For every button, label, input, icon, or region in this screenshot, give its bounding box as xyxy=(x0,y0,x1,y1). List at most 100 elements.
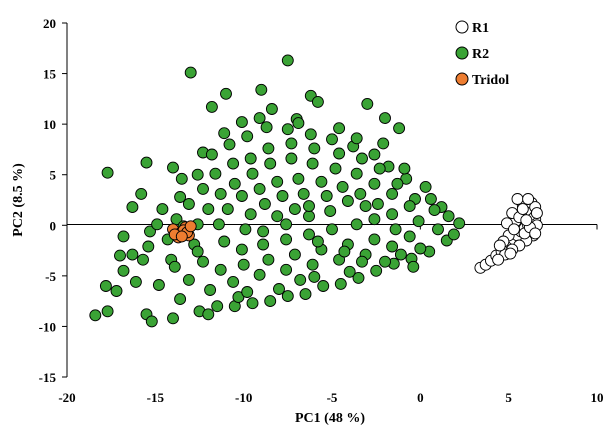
data-point-r2 xyxy=(117,230,130,243)
data-point-r2 xyxy=(220,87,232,100)
data-point-r2 xyxy=(144,225,156,238)
data-point-r2 xyxy=(303,228,315,241)
data-point-r2 xyxy=(280,263,293,276)
data-point-r2 xyxy=(356,152,368,165)
data-point-r2 xyxy=(324,205,337,218)
data-point-r2 xyxy=(264,157,277,170)
data-point-r2 xyxy=(379,112,391,125)
data-point-r2 xyxy=(326,223,338,236)
data-point-r2 xyxy=(227,275,240,288)
data-point-r1 xyxy=(511,193,524,205)
data-point-r2 xyxy=(253,268,266,281)
data-point-r2 xyxy=(241,130,254,143)
data-point-r2 xyxy=(334,277,347,290)
data-point-r2 xyxy=(276,190,289,202)
data-point-r2 xyxy=(333,147,346,160)
data-point-r2 xyxy=(237,258,250,271)
y-axis-title: PC2 (8.5 %) xyxy=(11,163,26,237)
data-point-r2 xyxy=(359,200,372,213)
legend-marker-r1 xyxy=(455,20,469,34)
data-point-r2 xyxy=(398,162,411,175)
x-tick-label: 10 xyxy=(591,390,604,405)
data-point-r2 xyxy=(407,260,420,273)
data-point-r2 xyxy=(101,166,114,179)
data-point-r2 xyxy=(191,168,204,181)
data-point-r2 xyxy=(126,201,139,214)
series-tridol xyxy=(167,220,197,244)
data-point-r2 xyxy=(442,210,455,223)
data-point-r2 xyxy=(191,245,204,258)
data-point-r2 xyxy=(386,240,399,253)
data-point-r2 xyxy=(297,187,310,200)
data-point-r2 xyxy=(285,137,298,150)
data-point-r2 xyxy=(379,255,391,268)
data-point-r2 xyxy=(338,245,351,258)
data-point-r2 xyxy=(246,167,259,180)
data-point-r2 xyxy=(232,291,245,304)
legend-item-r2: R2 xyxy=(455,46,489,62)
data-point-r2 xyxy=(260,121,273,134)
data-point-r2 xyxy=(303,210,315,223)
data-point-r2 xyxy=(306,258,319,271)
data-point-r2 xyxy=(182,198,195,210)
data-point-r1 xyxy=(516,203,529,216)
y-tick-label: 0 xyxy=(50,218,57,233)
data-point-r2 xyxy=(350,132,363,145)
data-point-r2 xyxy=(377,137,390,150)
plot-area xyxy=(89,54,543,328)
data-point-r2 xyxy=(292,172,305,185)
data-point-r1 xyxy=(529,227,542,240)
data-point-r2 xyxy=(308,142,321,155)
data-point-r2 xyxy=(223,138,236,151)
data-point-r2 xyxy=(151,218,164,231)
data-point-r2 xyxy=(403,230,416,243)
x-axis-title: PC1 (48 %) xyxy=(295,411,365,426)
legend-label-tridol: Tridol xyxy=(472,73,509,88)
data-point-r2 xyxy=(354,187,367,200)
data-point-r2 xyxy=(239,223,252,236)
data-point-r2 xyxy=(253,182,266,195)
data-point-r2 xyxy=(202,203,215,216)
data-point-r1 xyxy=(520,214,533,227)
data-point-r2 xyxy=(271,210,284,223)
data-point-r2 xyxy=(264,295,277,308)
data-point-r2 xyxy=(140,156,153,169)
data-point-r2 xyxy=(280,233,293,246)
data-point-r2 xyxy=(99,280,112,292)
data-point-r2 xyxy=(257,225,270,238)
data-point-r2 xyxy=(281,123,294,136)
data-point-r2 xyxy=(265,103,278,115)
data-point-r2 xyxy=(280,218,293,231)
data-point-r2 xyxy=(197,182,209,195)
data-point-r2 xyxy=(257,238,270,251)
series-r2 xyxy=(89,54,466,328)
data-point-r2 xyxy=(137,253,149,266)
data-point-r2 xyxy=(281,54,294,67)
data-point-r2 xyxy=(361,97,374,110)
data-point-r2 xyxy=(403,200,416,213)
data-point-r2 xyxy=(292,117,305,130)
data-point-r2 xyxy=(424,193,437,205)
data-point-r2 xyxy=(228,177,241,190)
data-point-r2 xyxy=(350,167,363,180)
data-point-r2 xyxy=(117,264,130,277)
data-point-r2 xyxy=(320,190,333,202)
data-point-r2 xyxy=(288,203,301,216)
data-point-r2 xyxy=(174,191,187,203)
data-point-r2 xyxy=(142,240,155,253)
data-point-r2 xyxy=(110,285,123,297)
data-point-r2 xyxy=(114,249,126,262)
data-point-r2 xyxy=(255,83,268,96)
data-point-r2 xyxy=(184,66,197,79)
data-point-r2 xyxy=(197,255,209,268)
data-point-r2 xyxy=(294,273,307,286)
data-point-r2 xyxy=(129,275,142,288)
data-point-r2 xyxy=(326,133,338,146)
x-tick-label: 5 xyxy=(505,390,512,405)
legend-marker-r2 xyxy=(455,46,469,60)
data-point-r2 xyxy=(244,152,257,165)
data-point-r2 xyxy=(182,273,195,286)
data-point-r2 xyxy=(167,312,179,325)
data-point-r2 xyxy=(428,204,441,217)
data-point-r2 xyxy=(336,180,349,193)
